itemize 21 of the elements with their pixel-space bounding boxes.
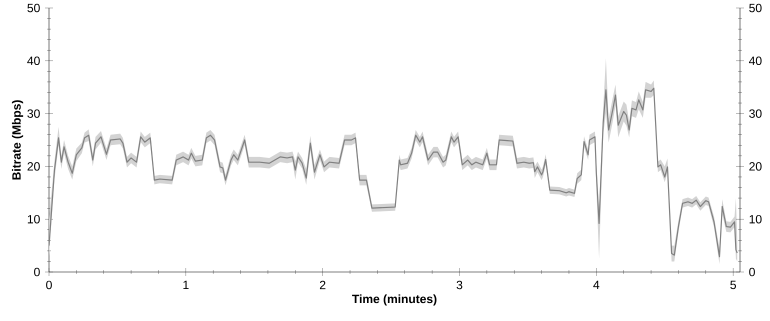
y-tick-label: 10 [28, 214, 40, 224]
y-tick-label: 50 [27, 4, 40, 12]
x-tick-label: 0 [46, 280, 52, 290]
y-tick-label: 40 [27, 56, 40, 66]
y2-tick-label: 20 [749, 162, 762, 171]
y2-tick-label: 0 [749, 268, 755, 276]
x-tick-label: 5 [730, 280, 736, 290]
y-tick-label: 30 [27, 109, 40, 118]
x-tick-label: 2 [320, 280, 326, 290]
x-tick-label: 1 [183, 280, 189, 289]
y2-tick-label: 30 [749, 109, 762, 118]
x-axis-title: Time (minutes) [352, 294, 436, 306]
y-axis-title: Bitrate (Mbps) [12, 100, 24, 180]
y2-tick-label: 40 [748, 56, 762, 66]
y2-tick-label: 50 [749, 4, 762, 12]
line-series [49, 88, 738, 258]
y2-tick-label: 10 [750, 214, 762, 224]
x-tick-label: 3 [456, 280, 462, 290]
y-tick-label: 0 [34, 268, 40, 276]
x-tick-label: 4 [593, 280, 600, 289]
y-tick-label: 20 [28, 162, 40, 171]
